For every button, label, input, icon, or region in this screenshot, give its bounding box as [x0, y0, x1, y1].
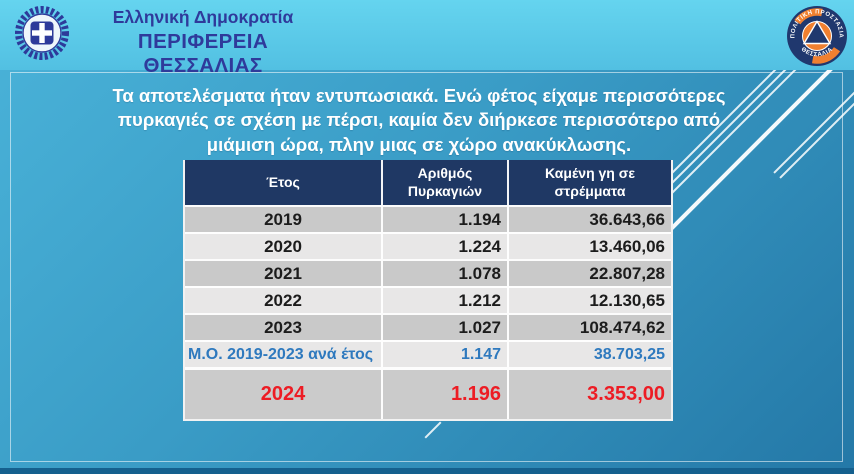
table-row-2021: 2021 1.078 22.807,28 [185, 259, 671, 286]
table-row-average: Μ.Ο. 2019-2023 ανά έτος 1.147 38.703,25 [185, 340, 671, 367]
civil-protection-badge-icon: ΠΟΛΙΤΙΚΗ ΠΡΟΣΤΑΣΙΑ ΘΕΣΣΑΛΙΑ [787, 6, 847, 66]
table-row-2019: 2019 1.194 36.643,66 [185, 205, 671, 232]
header-band: Ελληνική Δημοκρατία ΠΕΡΙΦΕΡΕΙΑ ΘΕΣΣΑΛΙΑΣ [0, 0, 854, 77]
burned-area-cell: 12.130,65 [507, 288, 671, 313]
region-title: ΠΕΡΙΦΕΡΕΙΑ ΘΕΣΣΑΛΙΑΣ [137, 30, 269, 77]
fires-cell: 1.194 [381, 207, 507, 232]
fires-cell: 1.078 [381, 261, 507, 286]
greek-coat-of-arms-icon [15, 6, 69, 60]
fire-statistics-table: Έτος Αριθμός Πυρκαγιών Καμένη γη σε στρέ… [183, 160, 673, 421]
year-cell: 2020 [264, 236, 302, 256]
diagonal-slash-accent [424, 421, 442, 439]
fires-cell: 1.196 [381, 370, 507, 419]
column-header-fires: Αριθμός Πυρκαγιών [381, 160, 507, 205]
column-header-year: Έτος [266, 173, 300, 190]
table-row-2023: 2023 1.027 108.474,62 [185, 313, 671, 340]
burned-area-cell: 3.353,00 [507, 370, 671, 419]
republic-title: Ελληνική Δημοκρατία [112, 7, 294, 27]
diagonal-line [779, 85, 854, 179]
column-header-burned-area: Καμένη γη σε στρέμματα [507, 160, 671, 205]
year-cell: 2021 [264, 263, 302, 283]
burned-area-cell: 22.807,28 [507, 261, 671, 286]
table-header-row: Έτος Αριθμός Πυρκαγιών Καμένη γη σε στρέ… [185, 160, 671, 205]
burned-area-cell: 13.460,06 [507, 234, 671, 259]
header-titles: Ελληνική Δημοκρατία ΠΕΡΙΦΕΡΕΙΑ ΘΕΣΣΑΛΙΑΣ [78, 7, 328, 77]
year-cell: 2023 [264, 317, 302, 337]
year-cell: 2022 [264, 290, 302, 310]
average-label-cell: Μ.Ο. 2019-2023 ανά έτος [188, 345, 374, 363]
burned-area-cell: 38.703,25 [507, 342, 671, 367]
fires-cell: 1.224 [381, 234, 507, 259]
table-row-2022: 2022 1.212 12.130,65 [185, 286, 671, 313]
bottom-strip [0, 468, 854, 474]
intro-paragraph: Τα αποτελέσματα ήταν εντυπωσιακά. Ενώ φέ… [112, 85, 726, 155]
table-row-2020: 2020 1.224 13.460,06 [185, 232, 671, 259]
burned-area-cell: 108.474,62 [507, 315, 671, 340]
diagonal-line [773, 80, 854, 174]
table-row-2024-highlight: 2024 1.196 3.353,00 [185, 367, 671, 419]
fires-cell: 1.147 [381, 342, 507, 367]
year-cell: 2024 [260, 383, 306, 405]
badge-arc-text-bottom: ΘΕΣΣΑΛΙΑ [800, 47, 834, 59]
fires-cell: 1.212 [381, 288, 507, 313]
burned-area-cell: 36.643,66 [507, 207, 671, 232]
svg-text:ΘΕΣΣΑΛΙΑ: ΘΕΣΣΑΛΙΑ [800, 47, 834, 59]
fires-cell: 1.027 [381, 315, 507, 340]
year-cell: 2019 [264, 209, 302, 229]
